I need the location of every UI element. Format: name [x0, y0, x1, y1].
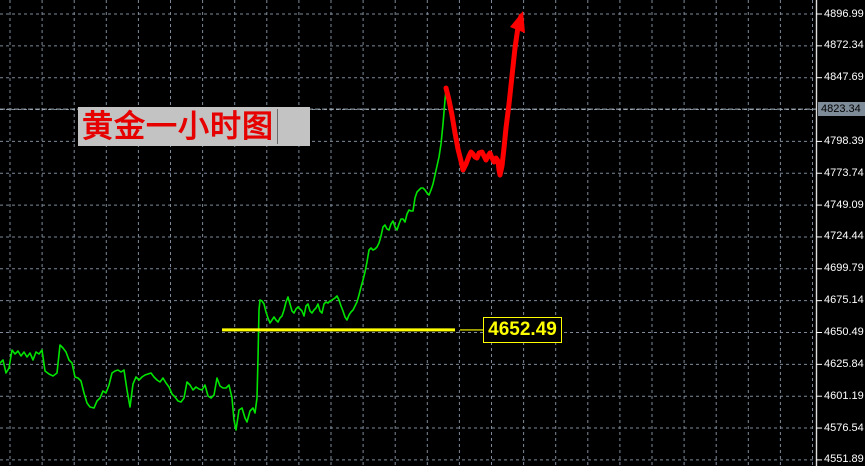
y-axis-label: 4749.09 [824, 198, 864, 211]
support-price-value: 4652.49 [488, 318, 557, 340]
y-axis-label: 4625.84 [824, 357, 864, 370]
y-axis-label: 4773.74 [824, 166, 864, 179]
title-annotation[interactable]: 黄金一小时图 [78, 107, 310, 146]
y-axis-label: 4847.69 [824, 71, 864, 84]
support-price-label[interactable]: 4652.49 [483, 316, 562, 343]
y-axis-label: 4724.44 [824, 230, 864, 243]
y-axis-line [815, 0, 822, 466]
title-edit-cursor [277, 109, 278, 144]
y-axis-label: 4650.49 [824, 326, 864, 338]
y-axis-label: 4551.89 [824, 453, 864, 466]
arrow-head-icon [510, 11, 525, 33]
title-text: 黄金一小时图 [82, 109, 274, 144]
grid-lines [0, 0, 816, 466]
y-axis-label: 4601.19 [824, 389, 864, 402]
forecast-arrow[interactable] [443, 11, 525, 178]
y-axis-label: 4576.54 [824, 421, 864, 434]
y-axis-label: 4872.34 [824, 39, 864, 52]
y-axis-label: 4675.14 [824, 294, 864, 307]
y-axis-label: 4896.99 [824, 7, 864, 20]
y-axis-label: 4798.39 [824, 134, 864, 147]
price-line [0, 89, 452, 431]
current-price-label: 4823.34 [818, 102, 865, 117]
current-price-value: 4823.34 [821, 103, 861, 116]
y-axis-label: 4699.79 [824, 262, 864, 275]
